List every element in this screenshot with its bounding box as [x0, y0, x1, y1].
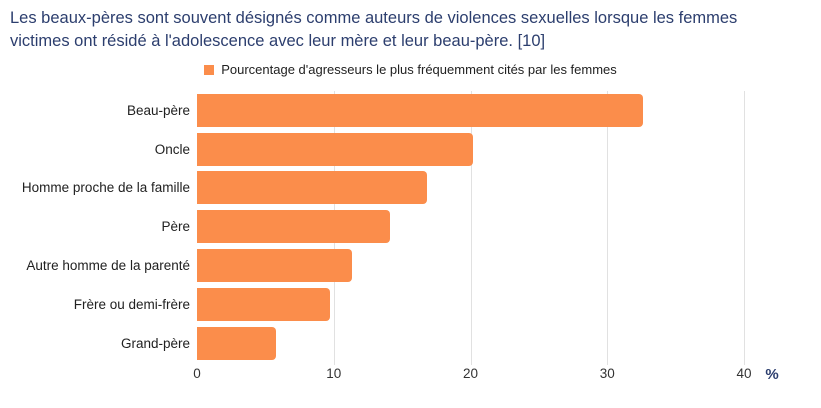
category-label: Père [161, 219, 190, 235]
bar-3[interactable] [197, 210, 390, 244]
bar-track [197, 93, 821, 127]
bar-0[interactable] [197, 93, 643, 127]
bar-2[interactable] [197, 171, 427, 205]
x-tick-label-20: 20 [462, 366, 479, 381]
bar-row: Oncle [0, 130, 821, 169]
bar-row: Grand-père [0, 324, 821, 363]
bar-track [197, 210, 821, 244]
x-tick-label-10: 10 [326, 366, 342, 381]
category-label: Grand-père [120, 335, 190, 351]
bar-track [197, 326, 821, 360]
category-label: Oncle [154, 141, 190, 157]
chart-title-line1: Les beaux-pères sont souvent désignés co… [10, 9, 738, 27]
bar-row: Autre homme de la parenté [0, 246, 821, 285]
bar-4[interactable] [197, 249, 352, 283]
category-label: Frère ou demi-frère [73, 296, 190, 312]
bar-rows: Beau-père Oncle Homme proche de la famille… [0, 91, 821, 363]
bar-5[interactable] [197, 287, 330, 321]
bar-6[interactable] [197, 326, 277, 360]
category-label: Homme proche de la famille [21, 180, 190, 196]
bar-track [197, 287, 821, 321]
category-label: Beau-père [126, 102, 190, 118]
gridline-40 [744, 91, 745, 365]
category-label: Autre homme de la parenté [26, 258, 190, 274]
gridline-30 [607, 91, 609, 365]
x-axis: % 0 10 20 30 40 [0, 366, 821, 386]
bar-1[interactable] [197, 132, 474, 166]
bar-row: Homme proche de la famille [0, 169, 821, 208]
chart-title-line2: victimes ont résidé à l'adolescence avec… [10, 32, 546, 50]
x-tick-label-0: 0 [193, 366, 201, 381]
bar-row: Beau-père [0, 91, 821, 130]
legend-swatch-icon [204, 64, 215, 75]
bar-row: Frère ou demi-frère [0, 285, 821, 324]
bar-track [197, 171, 821, 205]
bar-track [197, 249, 821, 283]
legend-label: Pourcentage d'agresseurs le plus fréquem… [221, 62, 617, 77]
bar-row: Père [0, 207, 821, 246]
legend: Pourcentage d'agresseurs le plus fréquem… [0, 62, 821, 77]
bar-track [197, 132, 821, 166]
x-tick-label-30: 30 [599, 366, 615, 381]
chart-title: Les beaux-pères sont souvent désignés co… [10, 7, 815, 53]
x-tick-label-40: 40 [736, 366, 752, 381]
x-axis-unit-label: % [765, 366, 779, 383]
gridline-20 [470, 91, 472, 365]
